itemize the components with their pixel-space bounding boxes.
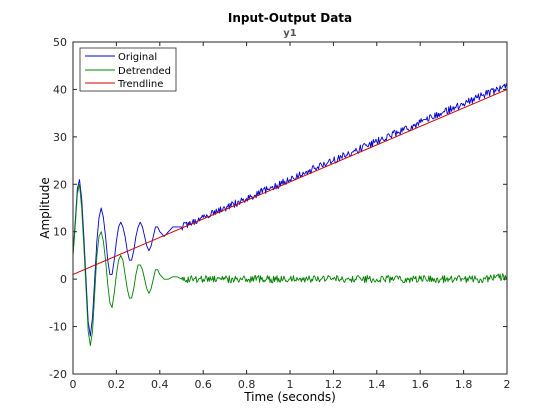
x-tick-label: 2 [504, 378, 511, 391]
y-tick-label: -20 [49, 368, 67, 381]
series-line-detrended [72, 183, 508, 346]
x-tick-label: 0.8 [238, 378, 256, 391]
x-tick-label: 1.6 [411, 378, 429, 391]
x-tick-label: 1.2 [325, 378, 343, 391]
legend: Original Detrended Trendline [79, 47, 177, 92]
x-axis-label: Time (seconds) [243, 390, 336, 404]
legend-label-detrended: Detrended [118, 66, 171, 77]
x-tick-label: 1.8 [455, 378, 473, 391]
x-tick-label: 0.4 [151, 378, 169, 391]
chart-subtitle: y1 [283, 28, 297, 39]
chart-title: Input-Output Data [228, 11, 352, 25]
y-tick-label: 50 [53, 36, 67, 49]
y-tick-label: -10 [49, 321, 67, 334]
y-tick-label: 30 [53, 131, 67, 144]
x-tick-label: 0.6 [194, 378, 212, 391]
y-tick-label: 20 [53, 178, 67, 191]
x-tick-label: 0 [70, 378, 77, 391]
legend-label-original: Original [118, 52, 157, 63]
series-line-trendline [72, 88, 508, 275]
y-axis-label: Amplitude [38, 177, 52, 239]
y-tick-label: 40 [53, 83, 67, 96]
ticks-layer: 0 0.2 0.4 0.6 0.8 1 1.2 1.4 1.6 1.8 2 -20 -10 0 10 20 30… [49, 36, 510, 391]
x-tick-label: 1 [287, 378, 294, 391]
x-tick-label: 1.4 [368, 378, 386, 391]
series-layer [72, 83, 508, 346]
series-line-original [72, 83, 508, 337]
x-tick-label: 0.2 [108, 378, 126, 391]
y-tick-label: 10 [53, 226, 67, 239]
legend-label-trendline: Trendline [117, 79, 163, 90]
plot-background [73, 42, 507, 374]
y-tick-label: 0 [60, 273, 67, 286]
